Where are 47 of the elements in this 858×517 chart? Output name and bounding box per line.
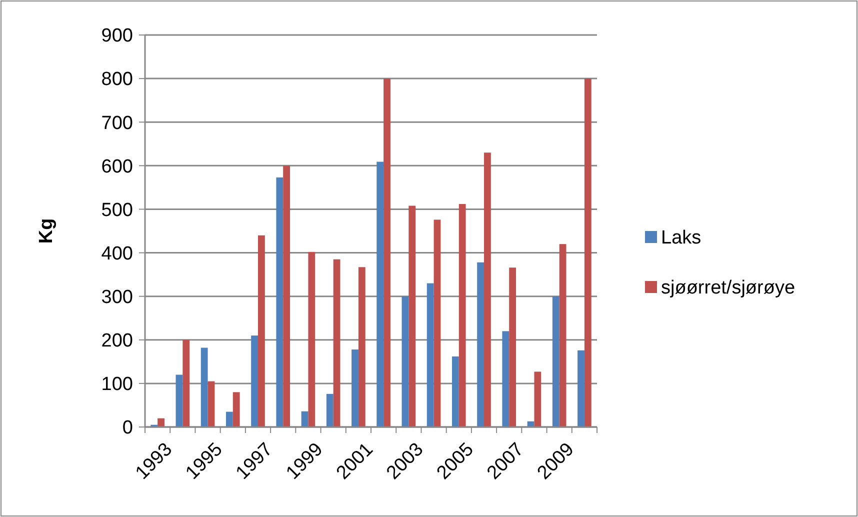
y-tick-label: 500 — [101, 200, 133, 221]
bar — [308, 252, 316, 427]
y-tick-label: 300 — [101, 286, 133, 308]
y-tick-label: 400 — [101, 243, 133, 264]
bar — [426, 283, 434, 427]
bar — [477, 262, 484, 427]
y-tick-label: 600 — [101, 156, 133, 178]
bar — [578, 350, 584, 427]
bar — [226, 412, 233, 427]
bar — [208, 381, 215, 427]
legend-label: Laks — [661, 228, 702, 249]
bar — [509, 268, 516, 427]
bar — [584, 78, 592, 427]
bar — [158, 418, 164, 427]
bar — [258, 235, 265, 427]
bar — [251, 336, 258, 427]
bar — [376, 162, 384, 427]
bar — [352, 349, 358, 427]
y-tick-label: 200 — [101, 330, 133, 352]
y-tick-label: 700 — [101, 112, 133, 134]
bar — [452, 356, 459, 427]
bar — [484, 152, 491, 427]
y-axis-title: Kg — [36, 218, 57, 244]
y-tick-label: 900 — [101, 26, 133, 47]
bar — [502, 331, 510, 427]
bar — [326, 394, 334, 427]
bar — [358, 267, 366, 427]
legend-label: sjøørret/sjørøye — [661, 278, 796, 299]
bar — [232, 392, 240, 427]
bar — [283, 166, 290, 427]
bar — [534, 372, 542, 427]
bar — [301, 411, 308, 427]
y-tick-label: 800 — [101, 69, 133, 90]
bar — [408, 206, 416, 427]
bar — [552, 296, 560, 427]
bar — [384, 78, 390, 427]
bar — [434, 220, 441, 427]
bar — [176, 374, 183, 427]
bar — [402, 296, 409, 427]
bar — [276, 177, 284, 427]
y-tick-label: 100 — [101, 374, 133, 396]
y-tick-label: 0 — [122, 418, 133, 439]
bar — [559, 244, 566, 427]
bar — [182, 340, 190, 427]
bar — [458, 204, 466, 427]
bar — [333, 259, 340, 427]
bar — [200, 348, 208, 427]
